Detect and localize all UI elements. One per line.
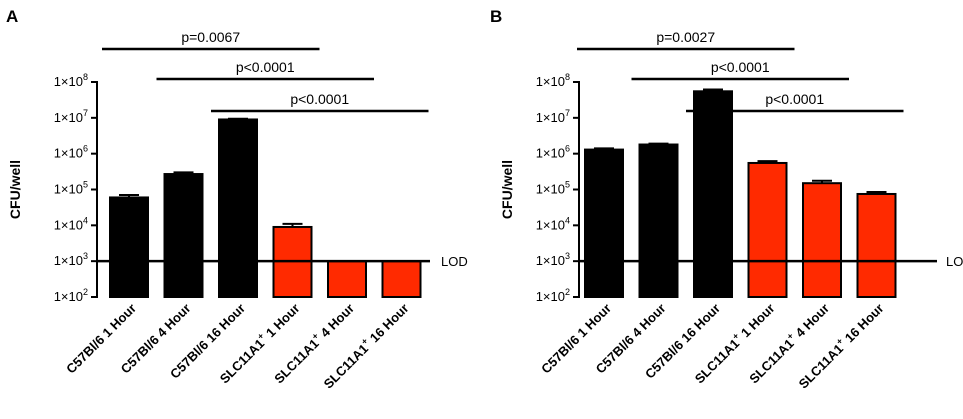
x-tick-text: SLC11A1 <box>746 336 796 386</box>
y-tick-exponent: 4 <box>565 215 570 225</box>
panel-a-p-value-1: p=0.0067 <box>181 29 240 45</box>
y-tick-base: 1×10 <box>54 253 83 268</box>
y-tick-exponent: 6 <box>565 144 570 154</box>
panel-b-letter: B <box>490 7 502 26</box>
x-tick-superscript: + <box>785 331 796 342</box>
panel-b-p-value-3: p<0.0001 <box>765 91 824 107</box>
x-tick-superscript: + <box>359 336 370 347</box>
x-tick-superscript: + <box>255 331 266 342</box>
x-tick-text: SLC11A1 <box>217 336 267 386</box>
panel-a-bar-5 <box>327 260 367 298</box>
y-tick-exponent: 3 <box>83 251 88 261</box>
x-tick-text-rest: 1 Hour <box>735 301 777 343</box>
x-tick-superscript: + <box>834 336 845 347</box>
y-tick-exponent: 8 <box>565 72 570 82</box>
x-tick-text-rest: 1 Hour <box>260 301 302 343</box>
y-tick-base: 1×10 <box>54 74 83 89</box>
y-tick-exponent: 4 <box>83 215 88 225</box>
panel-b-y-axis-label: CFU/well <box>499 160 515 219</box>
panel-b-y-tick-label: 1×103 <box>536 251 570 268</box>
y-tick-exponent: 2 <box>83 287 88 297</box>
y-tick-base: 1×10 <box>536 217 565 232</box>
y-tick-base: 1×10 <box>54 110 83 125</box>
x-tick-text: SLC11A1 <box>692 336 742 386</box>
y-tick-base: 1×10 <box>54 182 83 197</box>
y-tick-exponent: 6 <box>83 144 88 154</box>
y-tick-exponent: 8 <box>83 72 88 82</box>
panel-a-y-tick-label: 1×103 <box>54 251 88 268</box>
x-tick-text-rest: 4 Hour <box>315 301 357 343</box>
panel-a-y-axis-label: CFU/well <box>7 160 23 219</box>
y-tick-base: 1×10 <box>536 74 565 89</box>
panel-a-y-tick-label: 1×106 <box>54 144 88 161</box>
panel-a-bar-1 <box>109 196 149 299</box>
panel-a-bar-2 <box>163 173 204 298</box>
y-tick-exponent: 5 <box>83 180 88 190</box>
panel-a: ACFU/well1×1021×1031×1041×1051×1061×1071… <box>6 7 468 391</box>
panel-a-lod-label: LOD <box>441 254 468 269</box>
panel-b-bar-5 <box>802 182 842 298</box>
y-tick-exponent: 7 <box>83 108 88 118</box>
x-tick-text: SLC11A1 <box>271 336 321 386</box>
y-tick-exponent: 7 <box>565 108 570 118</box>
panel-a-bar-6 <box>381 260 422 298</box>
panel-b-bar-6 <box>856 192 897 298</box>
panel-a-y-tick-label: 1×105 <box>54 180 88 197</box>
panel-a-bar-3 <box>218 118 258 298</box>
panel-a-y-tick-label: 1×102 <box>54 287 88 304</box>
x-tick-text-rest: 16 Hour <box>839 301 886 348</box>
y-tick-base: 1×10 <box>536 289 565 304</box>
panel-b-bar-3 <box>693 90 733 299</box>
y-tick-base: 1×10 <box>536 146 565 161</box>
x-tick-text-rest: 4 Hour <box>790 301 832 343</box>
y-tick-base: 1×10 <box>54 289 83 304</box>
panel-a-p-value-2: p<0.0001 <box>236 59 295 75</box>
panel-b-y-tick-label: 1×102 <box>536 287 570 304</box>
y-tick-base: 1×10 <box>536 182 565 197</box>
panel-b-y-tick-label: 1×104 <box>536 215 570 232</box>
panel-a-y-tick-label: 1×107 <box>54 108 88 125</box>
panel-b-lod-label: LOD <box>946 254 963 269</box>
panel-b-y-tick-label: 1×107 <box>536 108 570 125</box>
panel-b-bar-1 <box>584 148 624 298</box>
panel-b-y-tick-label: 1×105 <box>536 180 570 197</box>
panel-a-y-tick-label: 1×108 <box>54 72 88 89</box>
x-tick-text: SLC11A1 <box>796 341 846 391</box>
panel-a-letter: A <box>6 7 18 26</box>
x-tick-superscript: + <box>310 331 321 342</box>
y-tick-base: 1×10 <box>54 217 83 232</box>
x-tick-text: SLC11A1 <box>321 341 371 391</box>
panel-b-y-tick-label: 1×106 <box>536 144 570 161</box>
y-tick-exponent: 5 <box>565 180 570 190</box>
x-tick-superscript: + <box>730 331 741 342</box>
panel-b: BCFU/well1×1021×1031×1041×1051×1061×1071… <box>490 7 963 391</box>
panel-b-y-tick-label: 1×108 <box>536 72 570 89</box>
x-tick-text-rest: 16 Hour <box>364 301 411 348</box>
y-tick-base: 1×10 <box>536 253 565 268</box>
y-tick-exponent: 3 <box>565 251 570 261</box>
panel-b-p-value-1: p=0.0027 <box>656 29 715 45</box>
y-tick-base: 1×10 <box>536 110 565 125</box>
panel-a-y-tick-label: 1×104 <box>54 215 88 232</box>
y-tick-base: 1×10 <box>54 146 83 161</box>
panel-b-bar-4 <box>747 161 788 298</box>
panel-a-p-value-3: p<0.0001 <box>290 91 349 107</box>
y-tick-exponent: 2 <box>565 287 570 297</box>
panel-b-bar-2 <box>638 143 679 298</box>
panel-b-p-value-2: p<0.0001 <box>711 59 770 75</box>
